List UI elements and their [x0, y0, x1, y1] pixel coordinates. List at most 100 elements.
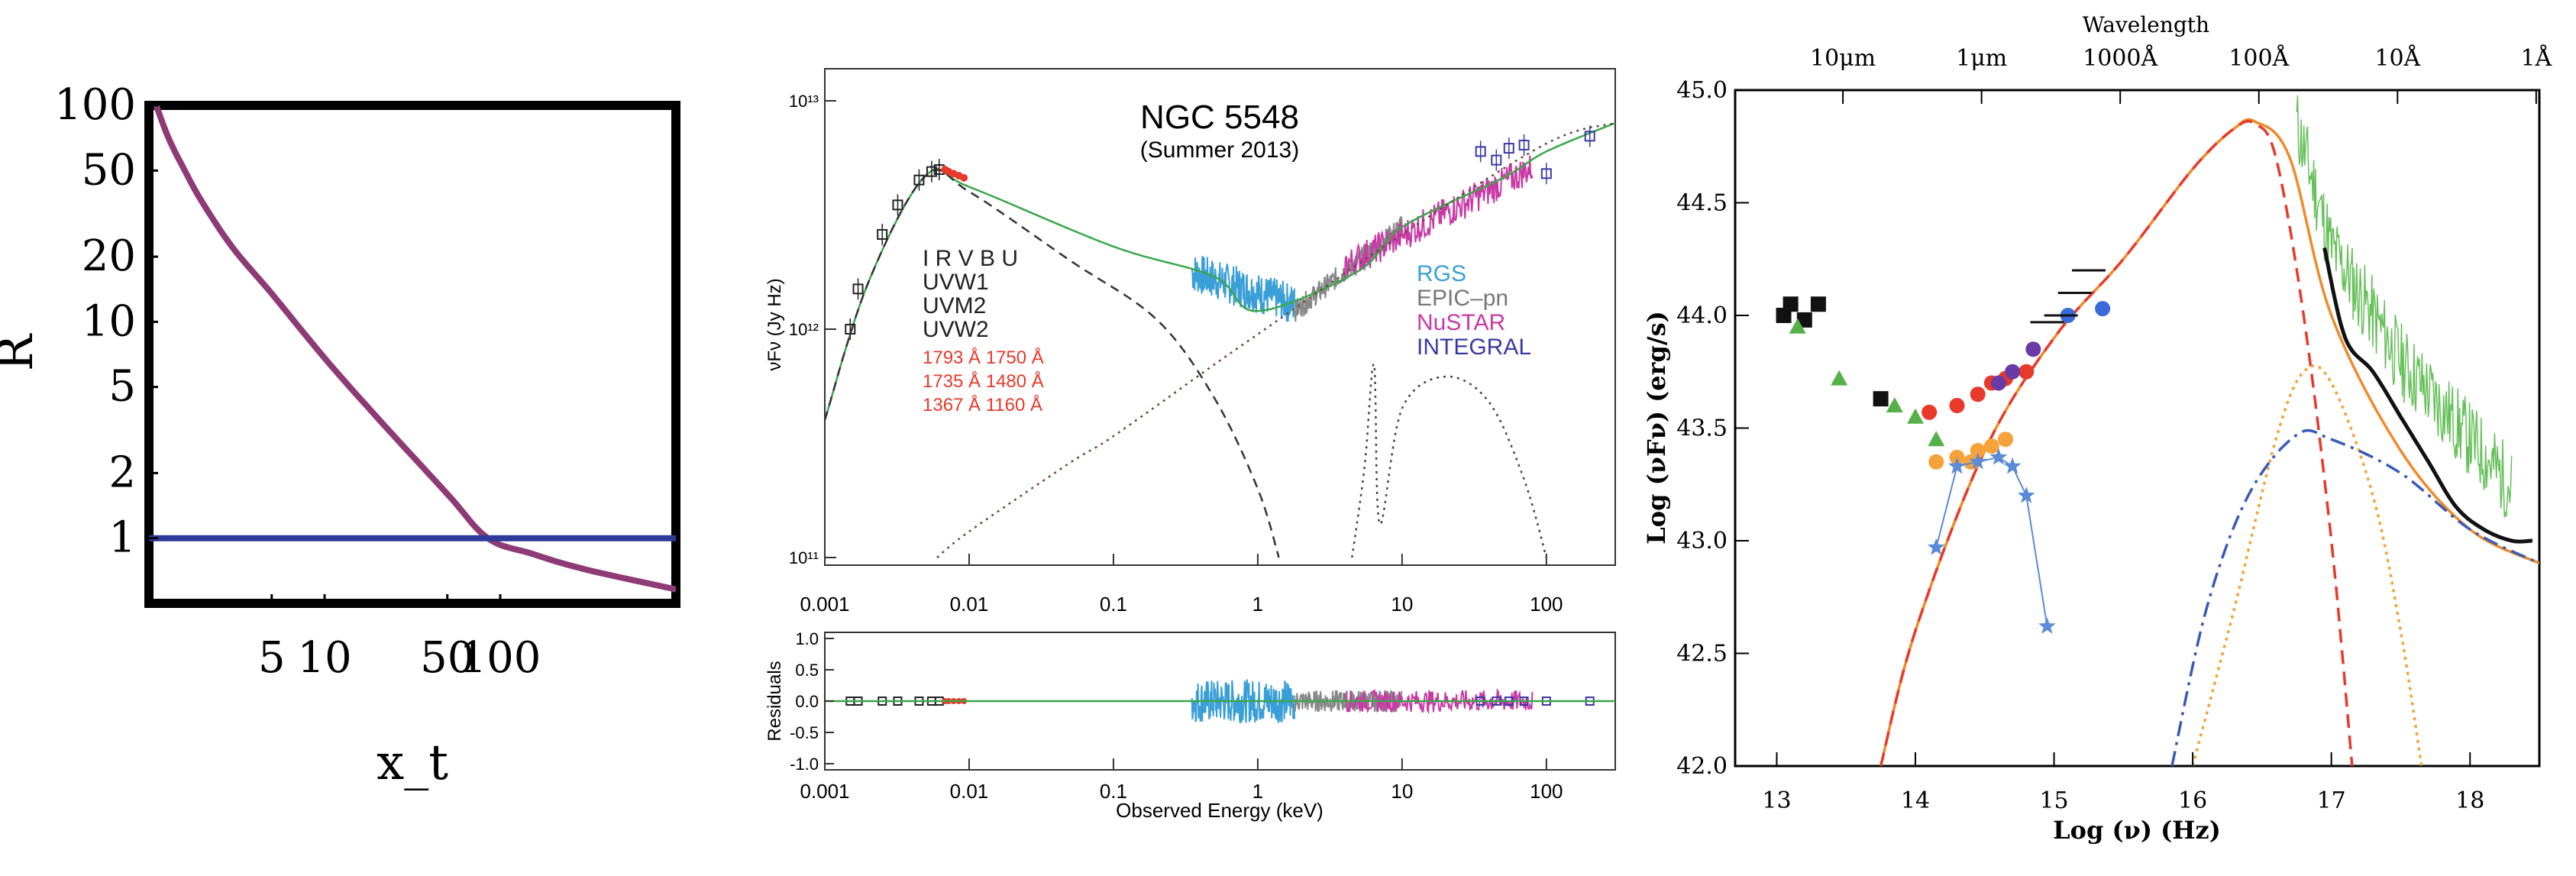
right-data-marker: [1928, 431, 1945, 447]
middle-legend-right-entry: INTEGRAL: [1417, 335, 1531, 360]
right-top-tick-label: 10Å: [2374, 44, 2420, 72]
right-ytick-label: 43.0: [1676, 528, 1728, 554]
middle-main-plot: [825, 121, 1615, 558]
middle-noisy-data-NuSTAR: [1343, 155, 1534, 279]
right-data-marker: [1796, 312, 1812, 328]
right-ytick-label: 44.0: [1676, 302, 1728, 329]
left-ytick-label: 100: [54, 80, 136, 130]
middle-ytick-label: 10¹¹: [789, 548, 819, 567]
middle-residual-ytick-label: -1.0: [790, 755, 819, 774]
right-data-marker: [1873, 391, 1889, 407]
middle-series-line-2: [936, 121, 1615, 558]
middle-legend-right-entry: RGS: [1417, 261, 1466, 286]
right-data-marker: [1970, 386, 1986, 402]
middle-residual-ylabel: Residuals: [764, 661, 785, 741]
middle-main-frame: [824, 68, 1616, 566]
middle-residual-xtick-label: 0.001: [800, 780, 849, 803]
left-series-line-0: [153, 105, 676, 593]
left-curves: [149, 105, 676, 593]
right-top-tick-label: 1μm: [1956, 45, 2007, 72]
right-xlabel: Log (ν) (Hz): [2053, 816, 2221, 845]
middle-residual-xtick-label: 0.01: [950, 780, 989, 803]
middle-ylabel: νFν (Jy Hz): [764, 278, 785, 370]
left-ytick-label: 5: [108, 362, 136, 412]
middle-series-line-1: [825, 169, 1280, 558]
left-xtick-label: 5: [258, 633, 286, 683]
middle-legend-left-entry: UVW1: [923, 270, 989, 295]
right-ytick-label: 45.0: [1676, 77, 1728, 104]
right-top-tick-label: 1000Å: [2083, 44, 2157, 72]
middle-residual-xtick-label: 1: [1252, 780, 1263, 803]
right-data-marker: [1948, 457, 1966, 474]
middle-residual-xtick-label: 10: [1391, 780, 1413, 803]
middle-xtick-label: 1: [1252, 593, 1263, 616]
right-xtick-label: 18: [2455, 787, 2484, 814]
right-top-tick-label: 10μm: [1810, 45, 1876, 72]
right-data-marker: [1928, 454, 1944, 470]
right-top-axis-label: Wavelength: [2083, 12, 2209, 37]
right-green-xray-data: [2296, 95, 2513, 518]
right-data-marker: [1989, 448, 2008, 465]
right-data-marker: [1969, 452, 1987, 470]
middle-xtick-label: 10: [1391, 593, 1413, 616]
middle-residual-noise-RGS: [1191, 679, 1296, 723]
middle-xtick-label: 0.001: [800, 593, 849, 616]
middle-ytick-label: 10¹³: [789, 92, 819, 111]
right-xtick-label: 13: [1762, 787, 1791, 814]
right-data-marker: [1907, 408, 1925, 424]
right-data-marker: [1886, 397, 1903, 412]
middle-noisy-data-RGS: [1191, 256, 1296, 322]
right-panel: 13 14 15 16 17 18 45.0 44.5 44.0 43.5 43.0 42.5 42.0…: [1642, 12, 2552, 845]
right-xtick-label: 14: [1901, 787, 1930, 814]
middle-subtitle: (Summer 2013): [1140, 137, 1299, 163]
right-series-line-4: [2322, 247, 2532, 544]
right-data-marker: [1810, 296, 1826, 312]
left-xtick-label: 50: [420, 633, 474, 683]
middle-legend-right-entry: NuSTAR: [1417, 310, 1505, 335]
right-series-line-3: [2170, 428, 2539, 766]
right-star-connector: [1935, 456, 2048, 627]
middle-residual-ytick-label: 1.0: [795, 629, 819, 648]
left-ytick-label: 1: [108, 513, 136, 563]
right-plot-frame: [1734, 89, 2541, 768]
middle-data-marker: [960, 173, 968, 182]
middle-series-line-3: [1351, 362, 1548, 558]
middle-legend-right-entry: EPIC–pn: [1417, 286, 1508, 311]
middle-xlabel: Observed Energy (keV): [1116, 799, 1324, 822]
left-ytick-label: 50: [82, 145, 136, 195]
middle-ticks: 0.001 0.001 0.01 0.01 0.1 0.1 1 1 10 10 100 100 10¹³…: [789, 92, 1563, 803]
left-ytick-label: 2: [108, 448, 136, 497]
right-data-marker: [1921, 404, 1938, 420]
right-xtick-label: 17: [2317, 787, 2346, 814]
middle-legend-left-entry: 1793 Å 1750 Å: [923, 347, 1044, 368]
right-series-line-2: [2191, 364, 2423, 766]
right-ytick-label: 44.5: [1676, 190, 1728, 217]
right-curves: [1776, 95, 2539, 766]
right-data-marker: [1990, 375, 2006, 391]
middle-legend-left-entry: I R V B U: [923, 246, 1018, 271]
right-ytick-label: 42.5: [1676, 641, 1728, 668]
right-ticks: 13 14 15 16 17 18 45.0 44.5 44.0 43.5 43.0 42.5 42.0…: [1676, 44, 2552, 814]
middle-residual-xtick-label: 100: [1530, 780, 1563, 803]
middle-legend-left-entry: UVM2: [923, 293, 986, 318]
left-xtick-label: 100: [460, 633, 541, 683]
right-xtick-label: 15: [2039, 787, 2068, 814]
middle-legend-left-entry: UVW2: [923, 317, 989, 342]
left-ytick-label: 10: [82, 296, 136, 346]
middle-panel: 0.001 0.001 0.01 0.01 0.1 0.1 1 1 10 10 100 100 10¹³…: [764, 68, 1616, 822]
middle-legend-left-entry: 1735 Å 1480 Å: [923, 370, 1044, 392]
right-data-marker: [1789, 318, 1806, 334]
right-series-line-1: [1879, 120, 2354, 766]
right-ylabel: Log (νFν) (erg/s): [1642, 311, 1671, 544]
right-top-tick-label: 1Å: [2520, 44, 2552, 72]
right-data-marker: [1783, 296, 1799, 312]
middle-residual-ytick-label: 0.5: [795, 661, 819, 680]
left-ytick-label: 20: [82, 231, 136, 281]
left-plot-frame: [144, 101, 680, 608]
right-ytick-label: 43.5: [1676, 415, 1728, 442]
right-data-marker: [1998, 432, 2014, 448]
